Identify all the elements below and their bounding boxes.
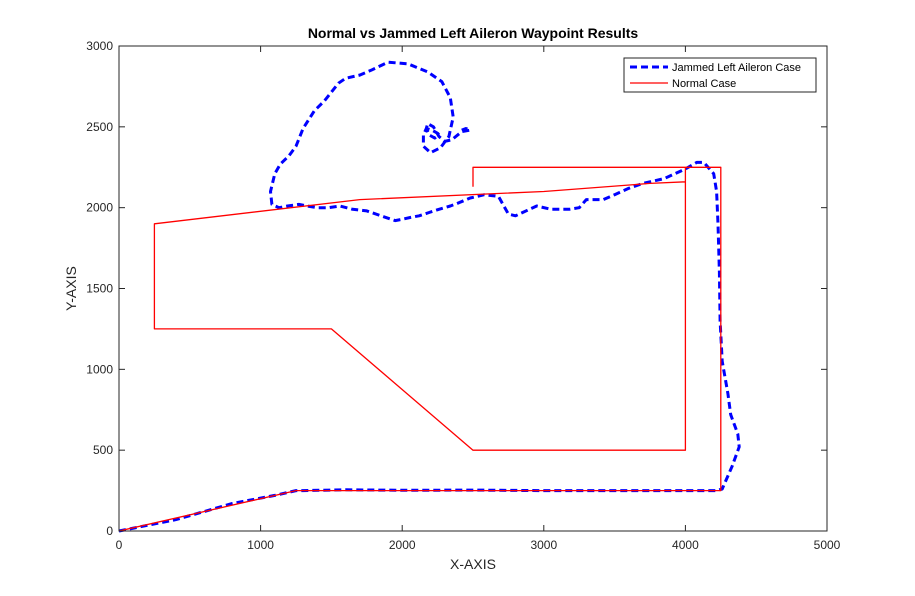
y-tick-label: 0 <box>106 524 113 538</box>
x-tick-label: 3000 <box>530 538 557 552</box>
y-axis-label: Y-AXIS <box>63 266 79 311</box>
y-tick-label: 2500 <box>86 120 113 134</box>
x-tick-label: 1000 <box>247 538 274 552</box>
x-axis-label: X-AXIS <box>450 556 496 572</box>
chart-title: Normal vs Jammed Left Aileron Waypoint R… <box>308 25 639 41</box>
x-tick-label: 0 <box>116 538 123 552</box>
y-tick-label: 1000 <box>86 362 113 376</box>
y-tick-label: 1500 <box>86 282 113 296</box>
series-line-jammed <box>118 60 741 533</box>
x-tick-label: 4000 <box>672 538 699 552</box>
legend-label-normal: Normal Case <box>672 78 736 90</box>
ticks-layer: 0 1000 2000 3000 4000 5000 0 500 1000 1500 2000 250… <box>86 39 840 552</box>
y-tick-label: 3000 <box>86 39 113 53</box>
x-tick-label: 5000 <box>814 538 841 552</box>
legend-box <box>623 57 817 93</box>
x-tick-label: 2000 <box>389 538 416 552</box>
series-line-normal <box>118 166 722 532</box>
y-tick-label: 2000 <box>86 201 113 215</box>
legend-label-jammed: Jammed Left Aileron Case <box>672 62 801 74</box>
series-layer <box>118 60 741 533</box>
y-tick-label: 500 <box>93 443 113 457</box>
legend: Jammed Left Aileron Case Normal Case <box>623 57 817 93</box>
